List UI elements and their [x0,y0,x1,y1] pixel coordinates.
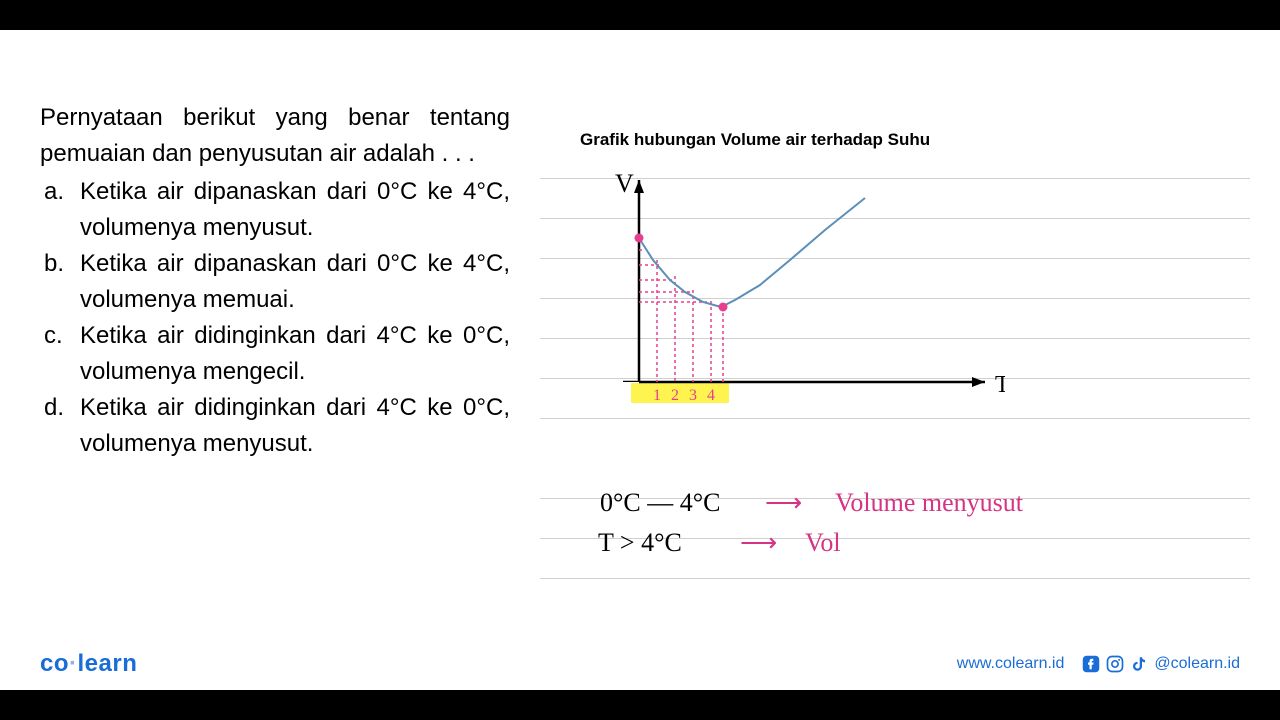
facebook-icon [1082,655,1100,673]
option-text: Ketika air didinginkan dari 4°C ke 0°C, … [80,318,510,390]
svg-text:T: T [995,372,1005,398]
footer-url: www.colearn.id [957,655,1065,673]
handwriting-text: T > 4°C [598,528,682,558]
chart-svg: V T 1234 — [585,160,1005,430]
svg-text:2: 2 [671,387,679,404]
option-text: Ketika air didinginkan dari 4°C ke 0°C, … [80,390,510,462]
chart: V T 1234 — [585,160,1005,430]
handwriting-text: 0°C — 4°C [600,488,720,518]
logo: co·learn [40,650,137,678]
logo-learn: learn [78,650,138,677]
option-text: Ketika air dipanaskan dari 0°C ke 4°C, v… [80,174,510,246]
svg-text:3: 3 [689,387,697,404]
instagram-icon [1106,655,1124,673]
svg-text:V: V [615,169,634,198]
option-label: c. [40,318,80,390]
handwriting-text: ⟶ [740,528,777,558]
work-area: Grafik hubungan Volume air terhadap Suhu… [540,130,1250,630]
handwriting-text: ⟶ [765,488,802,518]
svg-text:4: 4 [707,387,715,404]
content-frame: Pernyataan berikut yang benar tentang pe… [0,30,1280,690]
social-icons: @colearn.id [1082,655,1240,673]
logo-co: co [40,650,69,677]
handwriting-text: Vol [805,528,841,558]
footer: co·learn www.colearn.id @colearn.id [0,650,1280,678]
handwriting-text: Volume menyusut [835,488,1023,518]
option-label: b. [40,246,80,318]
option-d: d. Ketika air didinginkan dari 4°C ke 0°… [40,390,510,462]
svg-text:1: 1 [653,387,661,404]
footer-right: www.colearn.id @colearn.id [957,655,1240,673]
chart-title: Grafik hubungan Volume air terhadap Suhu [580,130,930,150]
svg-text:—: — [623,370,641,390]
option-label: a. [40,174,80,246]
footer-handle: @colearn.id [1154,655,1240,673]
question-block: Pernyataan berikut yang benar tentang pe… [40,100,510,462]
question-intro: Pernyataan berikut yang benar tentang pe… [40,100,510,172]
option-a: a. Ketika air dipanaskan dari 0°C ke 4°C… [40,174,510,246]
option-b: b. Ketika air dipanaskan dari 0°C ke 4°C… [40,246,510,318]
tiktok-icon [1130,655,1148,673]
options-list: a. Ketika air dipanaskan dari 0°C ke 4°C… [40,174,510,462]
option-label: d. [40,390,80,462]
option-text: Ketika air dipanaskan dari 0°C ke 4°C, v… [80,246,510,318]
option-c: c. Ketika air didinginkan dari 4°C ke 0°… [40,318,510,390]
logo-dot: · [69,650,78,677]
